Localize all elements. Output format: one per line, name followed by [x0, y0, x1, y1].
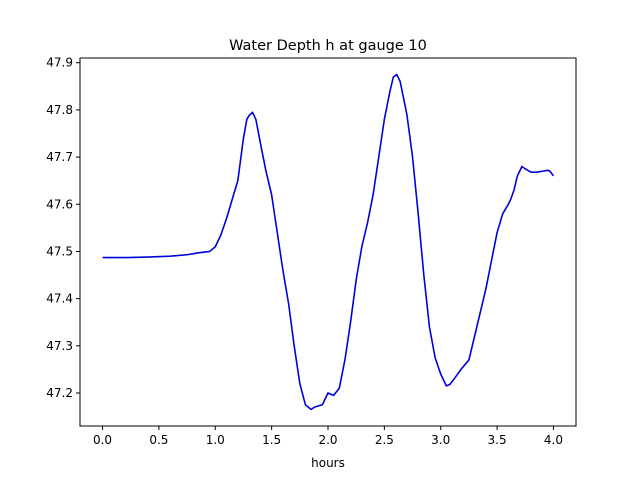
x-tick-label: 0.5	[149, 433, 168, 447]
y-tick-label: 47.6	[46, 197, 73, 211]
x-tick-label: 3.0	[431, 433, 450, 447]
x-tick-label: 2.5	[375, 433, 394, 447]
x-tick-label: 4.0	[544, 433, 563, 447]
x-tick-label: 1.0	[206, 433, 225, 447]
plot-area: 0.0 0.5 1.0 1.5 2.0 2.5 3.0 3.5 4.0 47.2 47.3 47.4 4…	[46, 56, 577, 447]
y-tick-label: 47.8	[46, 103, 73, 117]
x-tick-label: 1.5	[262, 433, 281, 447]
x-tick-label: 0.0	[93, 433, 112, 447]
y-tick-label: 47.3	[46, 339, 73, 353]
y-tick-label: 47.9	[46, 56, 73, 70]
y-tick-label: 47.7	[46, 150, 73, 164]
x-tick-label: 2.0	[318, 433, 337, 447]
y-tick-label: 47.2	[46, 386, 73, 400]
y-tick-label: 47.4	[46, 292, 73, 306]
y-tick-label: 47.5	[46, 244, 73, 258]
series-line-0	[102, 73, 555, 411]
x-axis-label: hours	[311, 456, 345, 470]
x-tick-label: 3.5	[488, 433, 507, 447]
chart-title: Water Depth h at gauge 10	[229, 38, 427, 54]
